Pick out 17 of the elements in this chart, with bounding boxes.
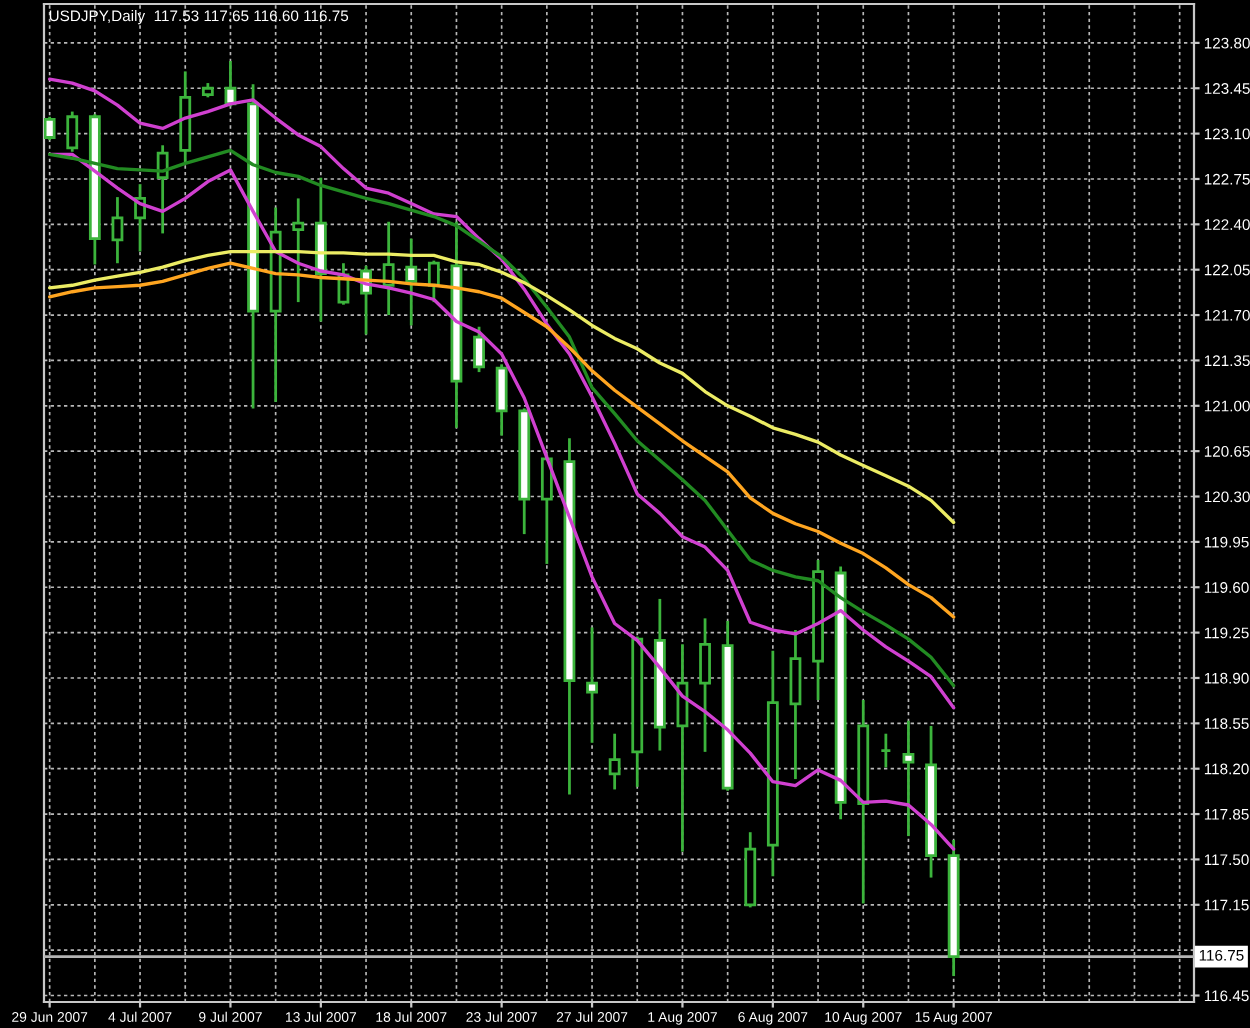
candlestick <box>427 259 440 304</box>
line-series <box>47 261 956 619</box>
candlestick <box>495 362 508 437</box>
candlestick <box>292 197 305 304</box>
candlestick <box>540 453 553 566</box>
candlestick <box>902 719 915 838</box>
candlestick <box>473 325 485 374</box>
candlestick <box>405 237 418 327</box>
candlestick <box>66 110 79 154</box>
candlestick <box>586 626 598 745</box>
candlestick <box>789 628 802 781</box>
candlestick <box>44 115 56 142</box>
candlestick <box>111 195 124 265</box>
candlestick <box>608 732 621 791</box>
candlestick <box>699 616 711 754</box>
candlestick <box>879 732 892 769</box>
line-series <box>47 249 956 525</box>
